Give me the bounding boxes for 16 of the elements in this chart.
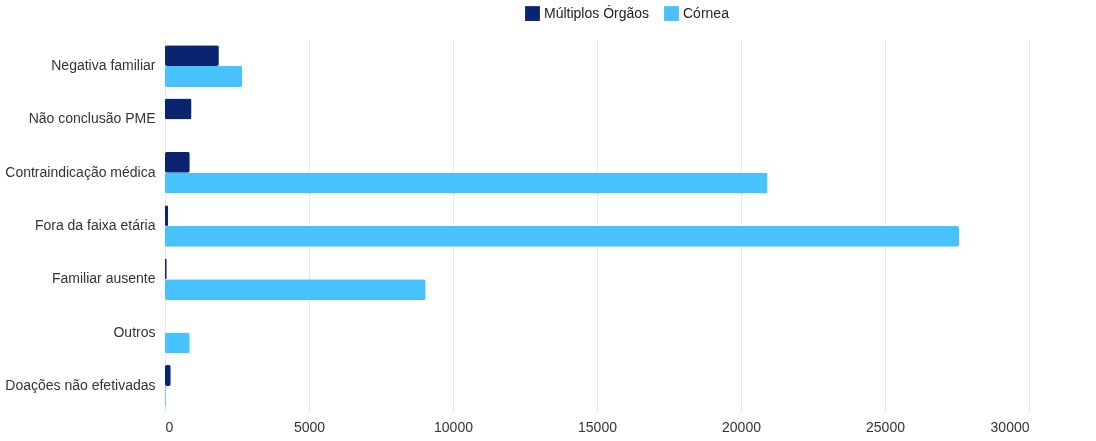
- y-tick-label: Familiar ausente: [52, 270, 156, 287]
- y-tick-label: Negativa familiar: [51, 57, 156, 74]
- x-tick-label: 25000: [866, 418, 906, 435]
- y-tick-label: Contraindicação médica: [5, 163, 156, 180]
- legend-label: Córnea: [683, 4, 730, 21]
- x-tick-label: 15000: [578, 418, 618, 435]
- y-tick-label: Fora da faixa etária: [34, 217, 156, 233]
- x-tick-label: 5000: [293, 418, 326, 435]
- y-tick-label: Outros: [113, 323, 156, 340]
- y-tick-label: Não conclusão PME: [28, 110, 156, 127]
- x-tick-label: 10000: [434, 418, 474, 435]
- y-tick-label: Doações não efetivadas: [5, 376, 156, 393]
- x-tick-label: 30000: [990, 418, 1030, 435]
- x-tick-label: 0: [165, 418, 174, 435]
- x-tick-label: 20000: [722, 418, 762, 435]
- legend-label: Múltiplos Órgãos: [544, 4, 650, 21]
